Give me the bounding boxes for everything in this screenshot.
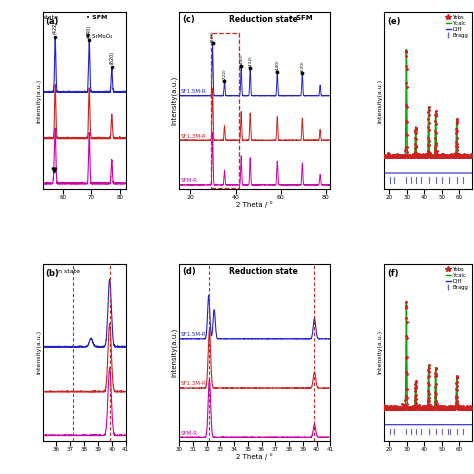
Bar — [211, 33, 239, 188]
Text: state: state — [43, 15, 59, 20]
Text: Reduction state: Reduction state — [229, 15, 298, 24]
X-axis label: 2 Theta / °: 2 Theta / ° — [236, 454, 273, 460]
Y-axis label: Intensity(a.u.): Intensity(a.u.) — [377, 330, 383, 374]
Y-axis label: Intensity(a.u.): Intensity(a.u.) — [171, 328, 178, 377]
Text: (440): (440) — [87, 25, 92, 37]
X-axis label: 2 Theta / °: 2 Theta / ° — [236, 202, 273, 209]
Text: (d): (d) — [182, 267, 196, 276]
Text: ▼ SrMoO₄: ▼ SrMoO₄ — [86, 33, 112, 38]
Y-axis label: Intensity(a.u.): Intensity(a.u.) — [36, 78, 41, 123]
Text: SF1.3M-R: SF1.3M-R — [181, 382, 206, 386]
Text: • SFM: • SFM — [290, 15, 313, 21]
Legend: Yobs, Ycalc, Diff, Bragg: Yobs, Ycalc, Diff, Bragg — [445, 15, 469, 39]
Text: (c): (c) — [182, 15, 195, 24]
Text: (222): (222) — [222, 68, 227, 80]
Text: (a): (a) — [45, 17, 58, 26]
Y-axis label: Intensity(a.u.): Intensity(a.u.) — [377, 78, 383, 123]
Y-axis label: Intensity(a.u.): Intensity(a.u.) — [36, 330, 41, 374]
Text: (440): (440) — [275, 59, 279, 71]
Text: SF1.3M-R: SF1.3M-R — [180, 134, 206, 139]
Text: SF1.5M-R: SF1.5M-R — [181, 332, 206, 337]
Text: • SFM: • SFM — [86, 15, 107, 20]
Text: (f): (f) — [387, 269, 399, 278]
Text: (620): (620) — [109, 51, 114, 64]
Text: Reduction state: Reduction state — [229, 267, 298, 276]
Text: (422): (422) — [53, 21, 58, 35]
Text: (400): (400) — [239, 54, 243, 65]
Text: SFM-R: SFM-R — [180, 178, 197, 183]
Text: (620): (620) — [301, 61, 304, 72]
Text: n state: n state — [57, 269, 80, 274]
Y-axis label: Intensity(a.u.): Intensity(a.u.) — [171, 76, 178, 125]
Text: (b): (b) — [45, 269, 59, 278]
Text: (220): (220) — [210, 30, 215, 42]
Text: (422): (422) — [248, 55, 252, 67]
Text: SFM-R: SFM-R — [181, 430, 198, 436]
Text: (e): (e) — [387, 17, 401, 26]
Legend: Yobs, Ycalc, Diff, Bragg: Yobs, Ycalc, Diff, Bragg — [445, 266, 469, 291]
Text: SF1.5M-R: SF1.5M-R — [180, 89, 206, 94]
